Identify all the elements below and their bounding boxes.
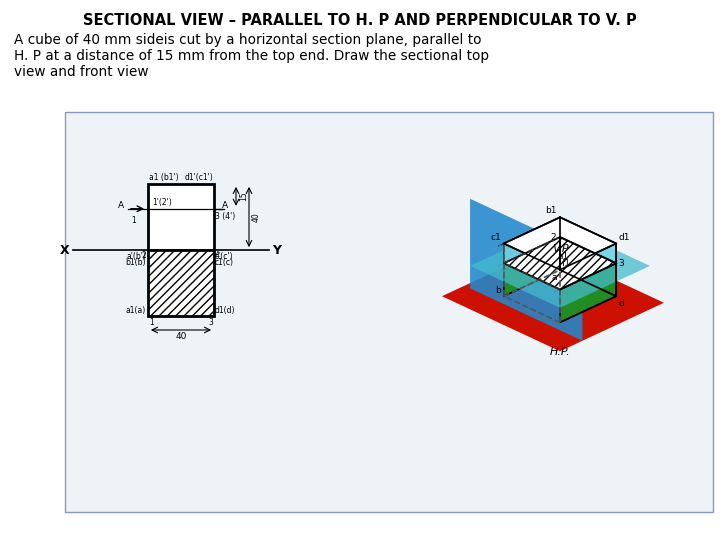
- Text: 3 (4'): 3 (4'): [215, 212, 235, 221]
- Text: 1: 1: [149, 318, 154, 327]
- Text: 15: 15: [239, 192, 248, 201]
- Text: f1: f1: [562, 259, 571, 268]
- Text: a1(a): a1(a): [126, 306, 146, 315]
- Bar: [148, 184, 214, 250]
- Text: A cube of 40 mm sideis cut by a horizontal section plane, parallel to
H. P at a : A cube of 40 mm sideis cut by a horizont…: [14, 33, 489, 79]
- Polygon shape: [504, 237, 560, 296]
- Text: A: A: [118, 201, 124, 210]
- Text: 40: 40: [252, 212, 261, 222]
- Text: a'(b'): a'(b'): [126, 252, 146, 261]
- Polygon shape: [470, 224, 650, 308]
- Text: d1'(c1'): d1'(c1'): [184, 173, 213, 182]
- Text: d1: d1: [618, 233, 630, 241]
- Text: 3: 3: [618, 259, 624, 268]
- Text: d: d: [618, 299, 624, 308]
- Text: 1: 1: [132, 216, 136, 225]
- Text: a1: a1: [557, 252, 569, 261]
- Polygon shape: [560, 244, 616, 289]
- Text: d1(d): d1(d): [215, 306, 235, 315]
- Text: H.P.: H.P.: [549, 347, 570, 357]
- Text: 3: 3: [208, 318, 213, 327]
- Text: 40: 40: [175, 332, 186, 341]
- Text: b1: b1: [546, 206, 557, 215]
- Text: 2: 2: [141, 251, 146, 260]
- Bar: [65, 112, 713, 512]
- Polygon shape: [470, 199, 582, 341]
- Polygon shape: [504, 217, 616, 269]
- Text: A: A: [222, 201, 228, 210]
- Text: c1: c1: [490, 233, 501, 241]
- Text: 2: 2: [550, 233, 556, 241]
- Text: b1(b): b1(b): [125, 258, 146, 267]
- Text: Y: Y: [272, 244, 281, 256]
- Text: V.P: V.P: [552, 244, 568, 254]
- Polygon shape: [442, 248, 664, 351]
- Polygon shape: [560, 217, 616, 264]
- Text: b: b: [495, 286, 501, 295]
- Text: c'(c'): c'(c'): [215, 252, 233, 261]
- Text: c1(c): c1(c): [215, 258, 234, 267]
- Polygon shape: [504, 217, 560, 264]
- Text: 1'(2'): 1'(2'): [152, 198, 172, 207]
- Polygon shape: [504, 237, 616, 289]
- Text: a1 (b1'): a1 (b1'): [149, 173, 179, 182]
- Text: SECTIONAL VIEW – PARALLEL TO H. P AND PERPENDICULAR TO V. P: SECTIONAL VIEW – PARALLEL TO H. P AND PE…: [83, 13, 637, 28]
- Text: X: X: [59, 244, 69, 256]
- Text: a: a: [552, 273, 557, 282]
- Text: 4: 4: [215, 251, 220, 260]
- Bar: [148, 250, 214, 316]
- Polygon shape: [560, 264, 616, 322]
- Polygon shape: [560, 237, 616, 296]
